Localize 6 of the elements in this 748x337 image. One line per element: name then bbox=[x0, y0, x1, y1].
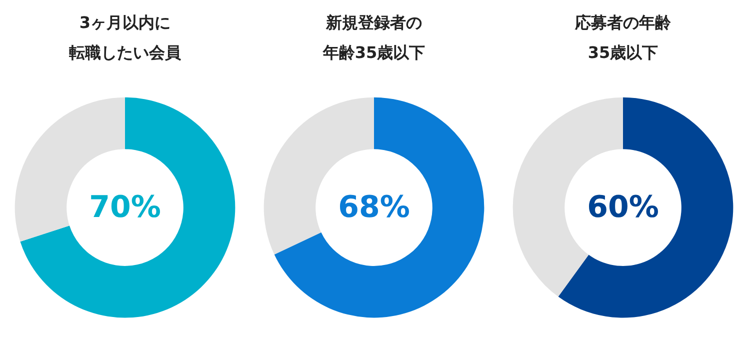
text: 68% bbox=[338, 190, 410, 226]
chart-title: 応募者の年齢35歳以下 bbox=[574, 13, 672, 62]
chart-title: 3ヶ月以内に転職したい会員 bbox=[69, 13, 182, 62]
chart-title: 新規登録者の年齢35歳以下 bbox=[322, 13, 426, 62]
text: 60% bbox=[587, 190, 659, 226]
text: 70% bbox=[89, 190, 161, 226]
